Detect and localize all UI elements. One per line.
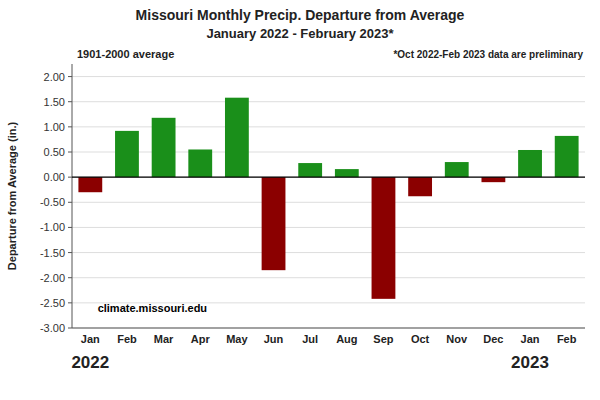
- year-label: 2023: [511, 353, 549, 372]
- x-tick-label: Oct: [411, 333, 430, 345]
- y-tick: [68, 152, 72, 153]
- bar: [152, 118, 176, 177]
- x-tick-label: Sep: [373, 333, 393, 345]
- x-tick-label: Feb: [557, 333, 577, 345]
- bar: [188, 149, 212, 177]
- chart: Missouri Monthly Precip. Departure from …: [0, 0, 600, 400]
- x-tick-label: Jul: [302, 333, 318, 345]
- x-tick-label: Aug: [336, 333, 357, 345]
- bar: [298, 163, 322, 177]
- y-tick: [68, 252, 72, 253]
- subtitle: January 2022 - February 2023*: [206, 26, 394, 41]
- x-tick-label: Mar: [154, 333, 174, 345]
- x-tick-label: Jun: [264, 333, 284, 345]
- bar: [372, 177, 396, 299]
- y-tick: [68, 202, 72, 203]
- y-tick-label: 0.00: [44, 171, 65, 183]
- x-axis-line: [72, 328, 585, 329]
- y-tick-label: -0.50: [40, 196, 65, 208]
- y-tick: [68, 302, 72, 303]
- grid-line: [72, 202, 585, 203]
- y-tick-label: 0.50: [44, 146, 65, 158]
- x-tick-label: Jan: [521, 333, 540, 345]
- x-tick-label: Dec: [483, 333, 503, 345]
- bar: [445, 162, 469, 177]
- y-tick: [68, 277, 72, 278]
- title: Missouri Monthly Precip. Departure from …: [136, 7, 465, 23]
- y-tick: [68, 126, 72, 127]
- bar: [262, 177, 286, 270]
- grid-line: [72, 101, 585, 102]
- y-axis: -3.00 -2.50 -2.00 -1.50 -1.00 -0.50 0.00 0.50 1.…: [40, 64, 585, 334]
- grid-line: [72, 277, 585, 278]
- y-tick-label: 1.00: [44, 121, 65, 133]
- y-tick-label: -2.50: [40, 297, 65, 309]
- bar: [335, 169, 359, 177]
- annotation: *Oct 2022-Feb 2023 data are preliminary: [393, 49, 583, 60]
- x-axis: Jan Feb Mar Apr May Jun Jul Aug Sep Oct Nov Dec Jan F…: [81, 333, 577, 345]
- bar: [78, 177, 102, 192]
- y-tick: [68, 76, 72, 77]
- y-tick-label: -1.00: [40, 221, 65, 233]
- y-tick: [68, 101, 72, 102]
- bar: [115, 131, 139, 177]
- grid-line: [72, 152, 585, 153]
- y-tick: [68, 177, 72, 178]
- x-tick-label: Jan: [81, 333, 100, 345]
- grid: [72, 77, 585, 328]
- annotation: 1901-2000 average: [77, 48, 174, 60]
- bar: [555, 136, 579, 177]
- y-tick-label: 1.50: [44, 96, 65, 108]
- bar: [225, 98, 249, 177]
- bar: [518, 150, 542, 177]
- zero-line: [72, 177, 585, 178]
- x-tick-label: May: [226, 333, 248, 345]
- grid-line: [72, 76, 585, 77]
- y-tick-label: -2.00: [40, 272, 65, 284]
- x-tick-label: Apr: [191, 333, 211, 345]
- y-axis-label: Departure from Average (in.): [6, 121, 18, 270]
- y-tick-label: 2.00: [44, 71, 65, 83]
- watermark: climate.missouri.edu: [98, 302, 207, 314]
- x-tick-label: Feb: [117, 333, 137, 345]
- y-axis-line: [72, 64, 73, 328]
- bar: [408, 177, 432, 196]
- grid-line: [72, 328, 585, 329]
- grid-line: [72, 177, 585, 178]
- bar: [481, 177, 505, 182]
- y-tick: [68, 328, 72, 329]
- y-tick: [68, 227, 72, 228]
- y-tick-label: -1.50: [40, 247, 65, 259]
- bars: [78, 98, 578, 299]
- grid-line: [72, 126, 585, 127]
- year-label: 2022: [71, 353, 109, 372]
- grid-line: [72, 227, 585, 228]
- x-tick-label: Nov: [446, 333, 468, 345]
- y-tick-label: -3.00: [40, 322, 65, 334]
- grid-line: [72, 252, 585, 253]
